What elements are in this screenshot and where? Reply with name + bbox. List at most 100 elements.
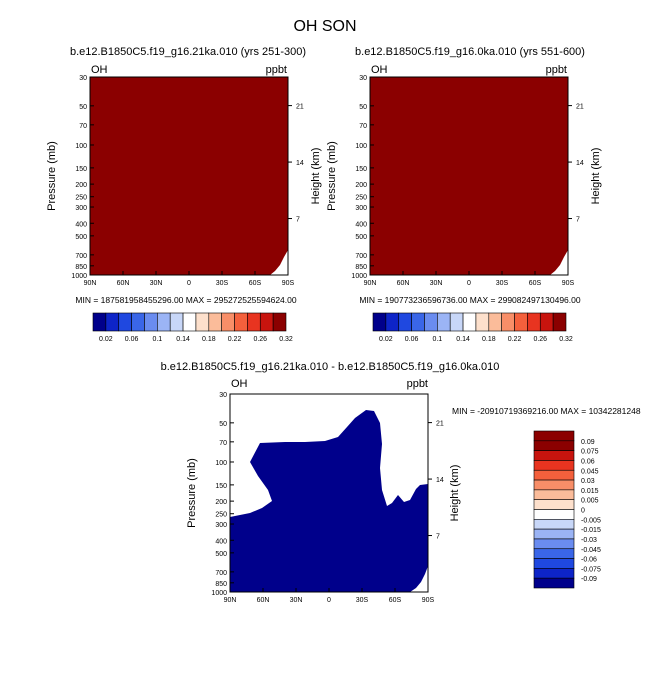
panel-3-ylabel: Pressure (mb) bbox=[186, 458, 198, 528]
panel-2: b.e12.B1850C5.f19_g16.0ka.010 (yrs 551-6… bbox=[326, 46, 602, 343]
colorbar-swatch bbox=[533, 499, 575, 510]
colorbar-label: 0.22 bbox=[508, 336, 522, 343]
colorbar-swatch bbox=[169, 312, 184, 332]
y-tick-label: 300 bbox=[75, 205, 87, 212]
right-tick-label: 7 bbox=[436, 534, 440, 541]
colorbar-swatch bbox=[234, 312, 248, 332]
x-tick-label: 60N bbox=[117, 280, 130, 287]
panel-2-ylabel-right: Height (km) bbox=[590, 148, 602, 205]
colorbar-swatch bbox=[272, 312, 287, 332]
panel-1-y-ticks: 30 50 70 100 150 200 250 300 400 500 700 850 1000 bbox=[71, 75, 94, 280]
panel-1-ylabel: Pressure (mb) bbox=[46, 141, 58, 211]
y-tick-label: 100 bbox=[75, 143, 87, 150]
right-tick-label: 7 bbox=[296, 217, 300, 224]
colorbar-label: 0.075 bbox=[581, 449, 599, 456]
panel-2-ylabel: Pressure (mb) bbox=[326, 141, 338, 211]
x-tick-label: 90S bbox=[282, 280, 295, 287]
y-tick-label: 30 bbox=[359, 75, 367, 82]
y-tick-label: 200 bbox=[75, 182, 87, 189]
colorbar-label: -0.075 bbox=[581, 566, 601, 573]
y-tick-label: 70 bbox=[79, 123, 87, 130]
y-tick-label: 70 bbox=[359, 123, 367, 130]
colorbar-swatch bbox=[437, 312, 451, 332]
colorbar-swatch bbox=[157, 312, 171, 332]
colorbar-label: 0 bbox=[581, 508, 585, 515]
x-tick-label: 30S bbox=[216, 280, 229, 287]
colorbar-swatch bbox=[533, 568, 575, 579]
y-tick-label: 250 bbox=[355, 195, 367, 202]
colorbar-swatch bbox=[533, 450, 575, 461]
colorbar-label: 0.02 bbox=[99, 336, 113, 343]
panel-2-x-ticks: 90N 60N 30N 0 30S 60S 90S bbox=[364, 271, 575, 287]
y-tick-label: 850 bbox=[355, 264, 367, 271]
colorbar-swatch bbox=[424, 312, 438, 332]
colorbar-swatch bbox=[501, 312, 515, 332]
right-tick-label: 7 bbox=[576, 217, 580, 224]
colorbar-label: 0.32 bbox=[279, 336, 293, 343]
x-tick-label: 30N bbox=[430, 280, 443, 287]
y-tick-label: 500 bbox=[215, 551, 227, 558]
colorbar-label: 0.015 bbox=[581, 488, 599, 495]
colorbar-label: -0.06 bbox=[581, 557, 597, 564]
panel-1-x-ticks: 90N 60N 30N 0 30S 60S 90S bbox=[84, 271, 295, 287]
y-tick-label: 150 bbox=[215, 483, 227, 490]
panel-1-variable-label: OH bbox=[91, 64, 108, 76]
colorbar-swatch bbox=[118, 312, 132, 332]
panel-1-min-max: MIN = 187581958455296.00 MAX = 295272525… bbox=[75, 295, 296, 305]
y-tick-label: 400 bbox=[215, 538, 227, 545]
right-tick-label: 14 bbox=[436, 477, 444, 484]
y-tick-label: 70 bbox=[219, 440, 227, 447]
x-tick-label: 90N bbox=[224, 597, 237, 604]
y-tick-label: 500 bbox=[355, 234, 367, 241]
right-tick-label: 21 bbox=[436, 421, 444, 428]
x-tick-label: 90S bbox=[562, 280, 575, 287]
colorbar-label: 0.06 bbox=[125, 336, 139, 343]
y-tick-label: 400 bbox=[75, 221, 87, 228]
colorbar-label: 0.06 bbox=[581, 458, 595, 465]
colorbar-swatch bbox=[533, 440, 575, 451]
colorbar-swatch bbox=[552, 312, 567, 332]
colorbar-label: 0.03 bbox=[581, 478, 595, 485]
colorbar-label: 0.26 bbox=[253, 336, 267, 343]
colorbar-swatch bbox=[533, 528, 575, 540]
panel-3-units-label: ppbt bbox=[407, 378, 428, 390]
x-tick-label: 30S bbox=[496, 280, 509, 287]
panel-3-negative-region bbox=[230, 410, 428, 592]
colorbar-swatch bbox=[449, 312, 464, 332]
y-tick-label: 250 bbox=[75, 195, 87, 202]
colorbar-label: 0.1 bbox=[152, 336, 162, 343]
x-tick-label: 60N bbox=[257, 597, 270, 604]
colorbar-label: 0.14 bbox=[176, 336, 190, 343]
colorbar-swatch bbox=[195, 312, 210, 332]
y-tick-label: 100 bbox=[355, 143, 367, 150]
x-tick-label: 0 bbox=[327, 597, 331, 604]
y-tick-label: 400 bbox=[355, 221, 367, 228]
y-tick-label: 1000 bbox=[351, 273, 367, 280]
panel-1-title: b.e12.B1850C5.f19_g16.21ka.010 (yrs 251-… bbox=[70, 46, 306, 58]
x-tick-label: 0 bbox=[187, 280, 191, 287]
y-tick-label: 50 bbox=[359, 104, 367, 111]
y-tick-label: 30 bbox=[79, 75, 87, 82]
colorbar-label: 0.14 bbox=[456, 336, 470, 343]
y-tick-label: 50 bbox=[79, 104, 87, 111]
colorbar-swatch bbox=[385, 312, 400, 332]
right-tick-label: 14 bbox=[576, 160, 584, 167]
panel-2-min-max: MIN = 190773236596736.00 MAX = 299082497… bbox=[359, 295, 580, 305]
colorbar-swatch bbox=[475, 312, 490, 332]
panel-2-right-ticks: 21 14 7 bbox=[568, 104, 584, 224]
y-tick-label: 300 bbox=[355, 205, 367, 212]
panel-1: b.e12.B1850C5.f19_g16.21ka.010 (yrs 251-… bbox=[46, 46, 322, 343]
colorbar-label: -0.015 bbox=[581, 527, 601, 534]
panel-3-ylabel-right: Height (km) bbox=[449, 465, 461, 522]
panel-3-colorbar: 0.09 0.075 0.06 0.045 0.03 0.015 0.005 0 -0.005 -… bbox=[533, 430, 601, 589]
colorbar-label: 0.02 bbox=[379, 336, 393, 343]
colorbar-label: 0.045 bbox=[581, 468, 599, 475]
colorbar-label: 0.09 bbox=[581, 439, 595, 446]
colorbar-swatch bbox=[398, 312, 412, 332]
x-tick-label: 0 bbox=[467, 280, 471, 287]
panel-2-units-label: ppbt bbox=[546, 64, 567, 76]
x-tick-label: 60N bbox=[397, 280, 410, 287]
right-tick-label: 21 bbox=[296, 104, 304, 111]
colorbar-swatch bbox=[533, 509, 575, 520]
